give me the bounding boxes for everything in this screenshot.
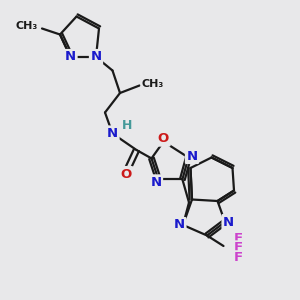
Text: N: N	[150, 176, 162, 189]
Text: F: F	[234, 241, 243, 254]
Text: CH₃: CH₃	[141, 79, 163, 89]
Text: N: N	[107, 127, 118, 140]
Text: F: F	[234, 232, 243, 245]
Text: O: O	[120, 167, 132, 181]
Text: N: N	[65, 50, 76, 64]
Text: N: N	[223, 215, 234, 229]
Text: H: H	[122, 118, 133, 132]
Text: O: O	[158, 132, 169, 145]
Text: N: N	[90, 50, 102, 64]
Text: F: F	[234, 251, 243, 264]
Text: N: N	[174, 218, 185, 232]
Text: N: N	[186, 149, 198, 163]
Text: CH₃: CH₃	[15, 20, 38, 31]
